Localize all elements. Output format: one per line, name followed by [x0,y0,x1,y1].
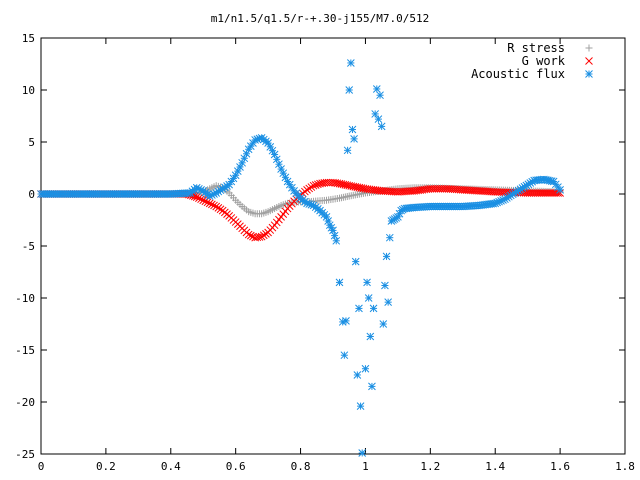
data-point-fill [208,200,216,209]
data-point [355,304,363,313]
data-point [368,382,376,391]
y-tick-label: 0 [28,188,35,201]
series-g-work [37,178,564,242]
data-point-fill [203,198,212,207]
data-point [199,196,208,205]
data-point [346,59,355,67]
chart-title: m1/n1.5/q1.5/r-+.30-j155/M7.0/512 [211,12,430,25]
y-tick-label: -20 [15,396,35,409]
data-point [329,226,337,235]
axis-ticks: 0 0.2 0.4 0.6 0.8 1 1.2 1.4 1.6 1.8 15 10 5 0 -5 -10 -15… [15,32,635,473]
data-point [371,110,380,118]
data-point [303,185,311,194]
y-tick-label: 15 [22,32,35,45]
y-tick-label: 5 [28,136,35,149]
data-point [385,233,394,242]
data-point-fill [214,204,223,212]
y-tick-label: -10 [15,292,35,305]
data-point [345,86,354,94]
data-point [257,232,266,241]
series-acoustic-flux [37,59,564,457]
legend-label: Acoustic flux [471,67,565,81]
data-point [366,332,375,341]
data-point [192,193,201,201]
legend-label: R stress [507,41,565,55]
data-point [309,181,318,190]
x-tick-label: 0 [38,460,45,473]
x-tick-label: 1.4 [485,460,505,473]
data-point [350,135,358,143]
data-point-fill [259,231,268,240]
data-point-fill [246,231,255,240]
data-point-fill [210,201,218,210]
data-point [353,371,362,379]
data-point [374,115,383,123]
data-point-fill [255,233,264,241]
y-tick-label: -25 [15,448,35,461]
y-tick-label: 10 [22,84,35,97]
data-point [363,278,371,287]
x-tick-label: 0.4 [161,460,181,473]
data-point [340,351,349,360]
legend-marker [585,70,593,78]
data-point-fill [305,184,314,193]
data-point [358,449,367,457]
data-point [342,317,350,325]
y-tick-label: -5 [22,240,35,253]
data-point [205,199,214,208]
data-point-fill [330,231,339,240]
data-point-fill [201,197,210,206]
data-point [343,146,352,155]
data-point [381,281,389,290]
data-point [244,230,253,239]
data-point [376,91,384,100]
data-point [369,304,378,313]
data-point [372,85,381,93]
x-tick-label: 1.6 [550,460,570,473]
data-point [351,257,360,266]
x-tick-label: 1 [362,460,369,473]
data-point [379,320,388,328]
legend-marker [585,44,593,52]
x-tick-label: 1.8 [615,460,635,473]
data-point-fill [307,183,316,191]
x-tick-label: 0.8 [291,460,311,473]
x-tick-label: 0.6 [226,460,246,473]
y-tick-label: -15 [15,344,35,357]
legend-label: G work [522,54,566,68]
data-point [332,236,341,245]
data-point-fill [216,205,225,214]
x-tick-label: 0.2 [96,460,116,473]
data-point [348,125,357,134]
data-point-fill [195,194,203,203]
data-point [212,202,221,211]
data-point [335,278,344,287]
data-point-fill [311,181,320,189]
data-point [556,185,564,194]
data-point [382,252,391,261]
data-point [364,294,373,302]
data-point [384,298,393,307]
data-point [356,402,365,411]
data-point-fill [197,195,205,204]
x-tick-label: 1.2 [420,460,440,473]
series-layer [37,59,564,457]
data-point [377,122,386,131]
legend-marker [585,57,593,65]
plot-frame [40,37,626,455]
data-point [361,364,370,373]
